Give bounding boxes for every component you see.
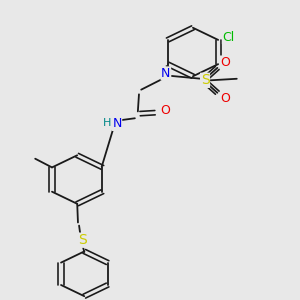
Text: Cl: Cl (223, 31, 235, 44)
Text: H: H (103, 118, 111, 128)
Text: O: O (220, 92, 230, 105)
Text: N: N (112, 117, 122, 130)
Text: S: S (78, 233, 87, 247)
Text: O: O (220, 56, 230, 69)
Text: S: S (201, 73, 209, 87)
Text: N: N (161, 67, 170, 80)
Text: O: O (160, 104, 170, 117)
